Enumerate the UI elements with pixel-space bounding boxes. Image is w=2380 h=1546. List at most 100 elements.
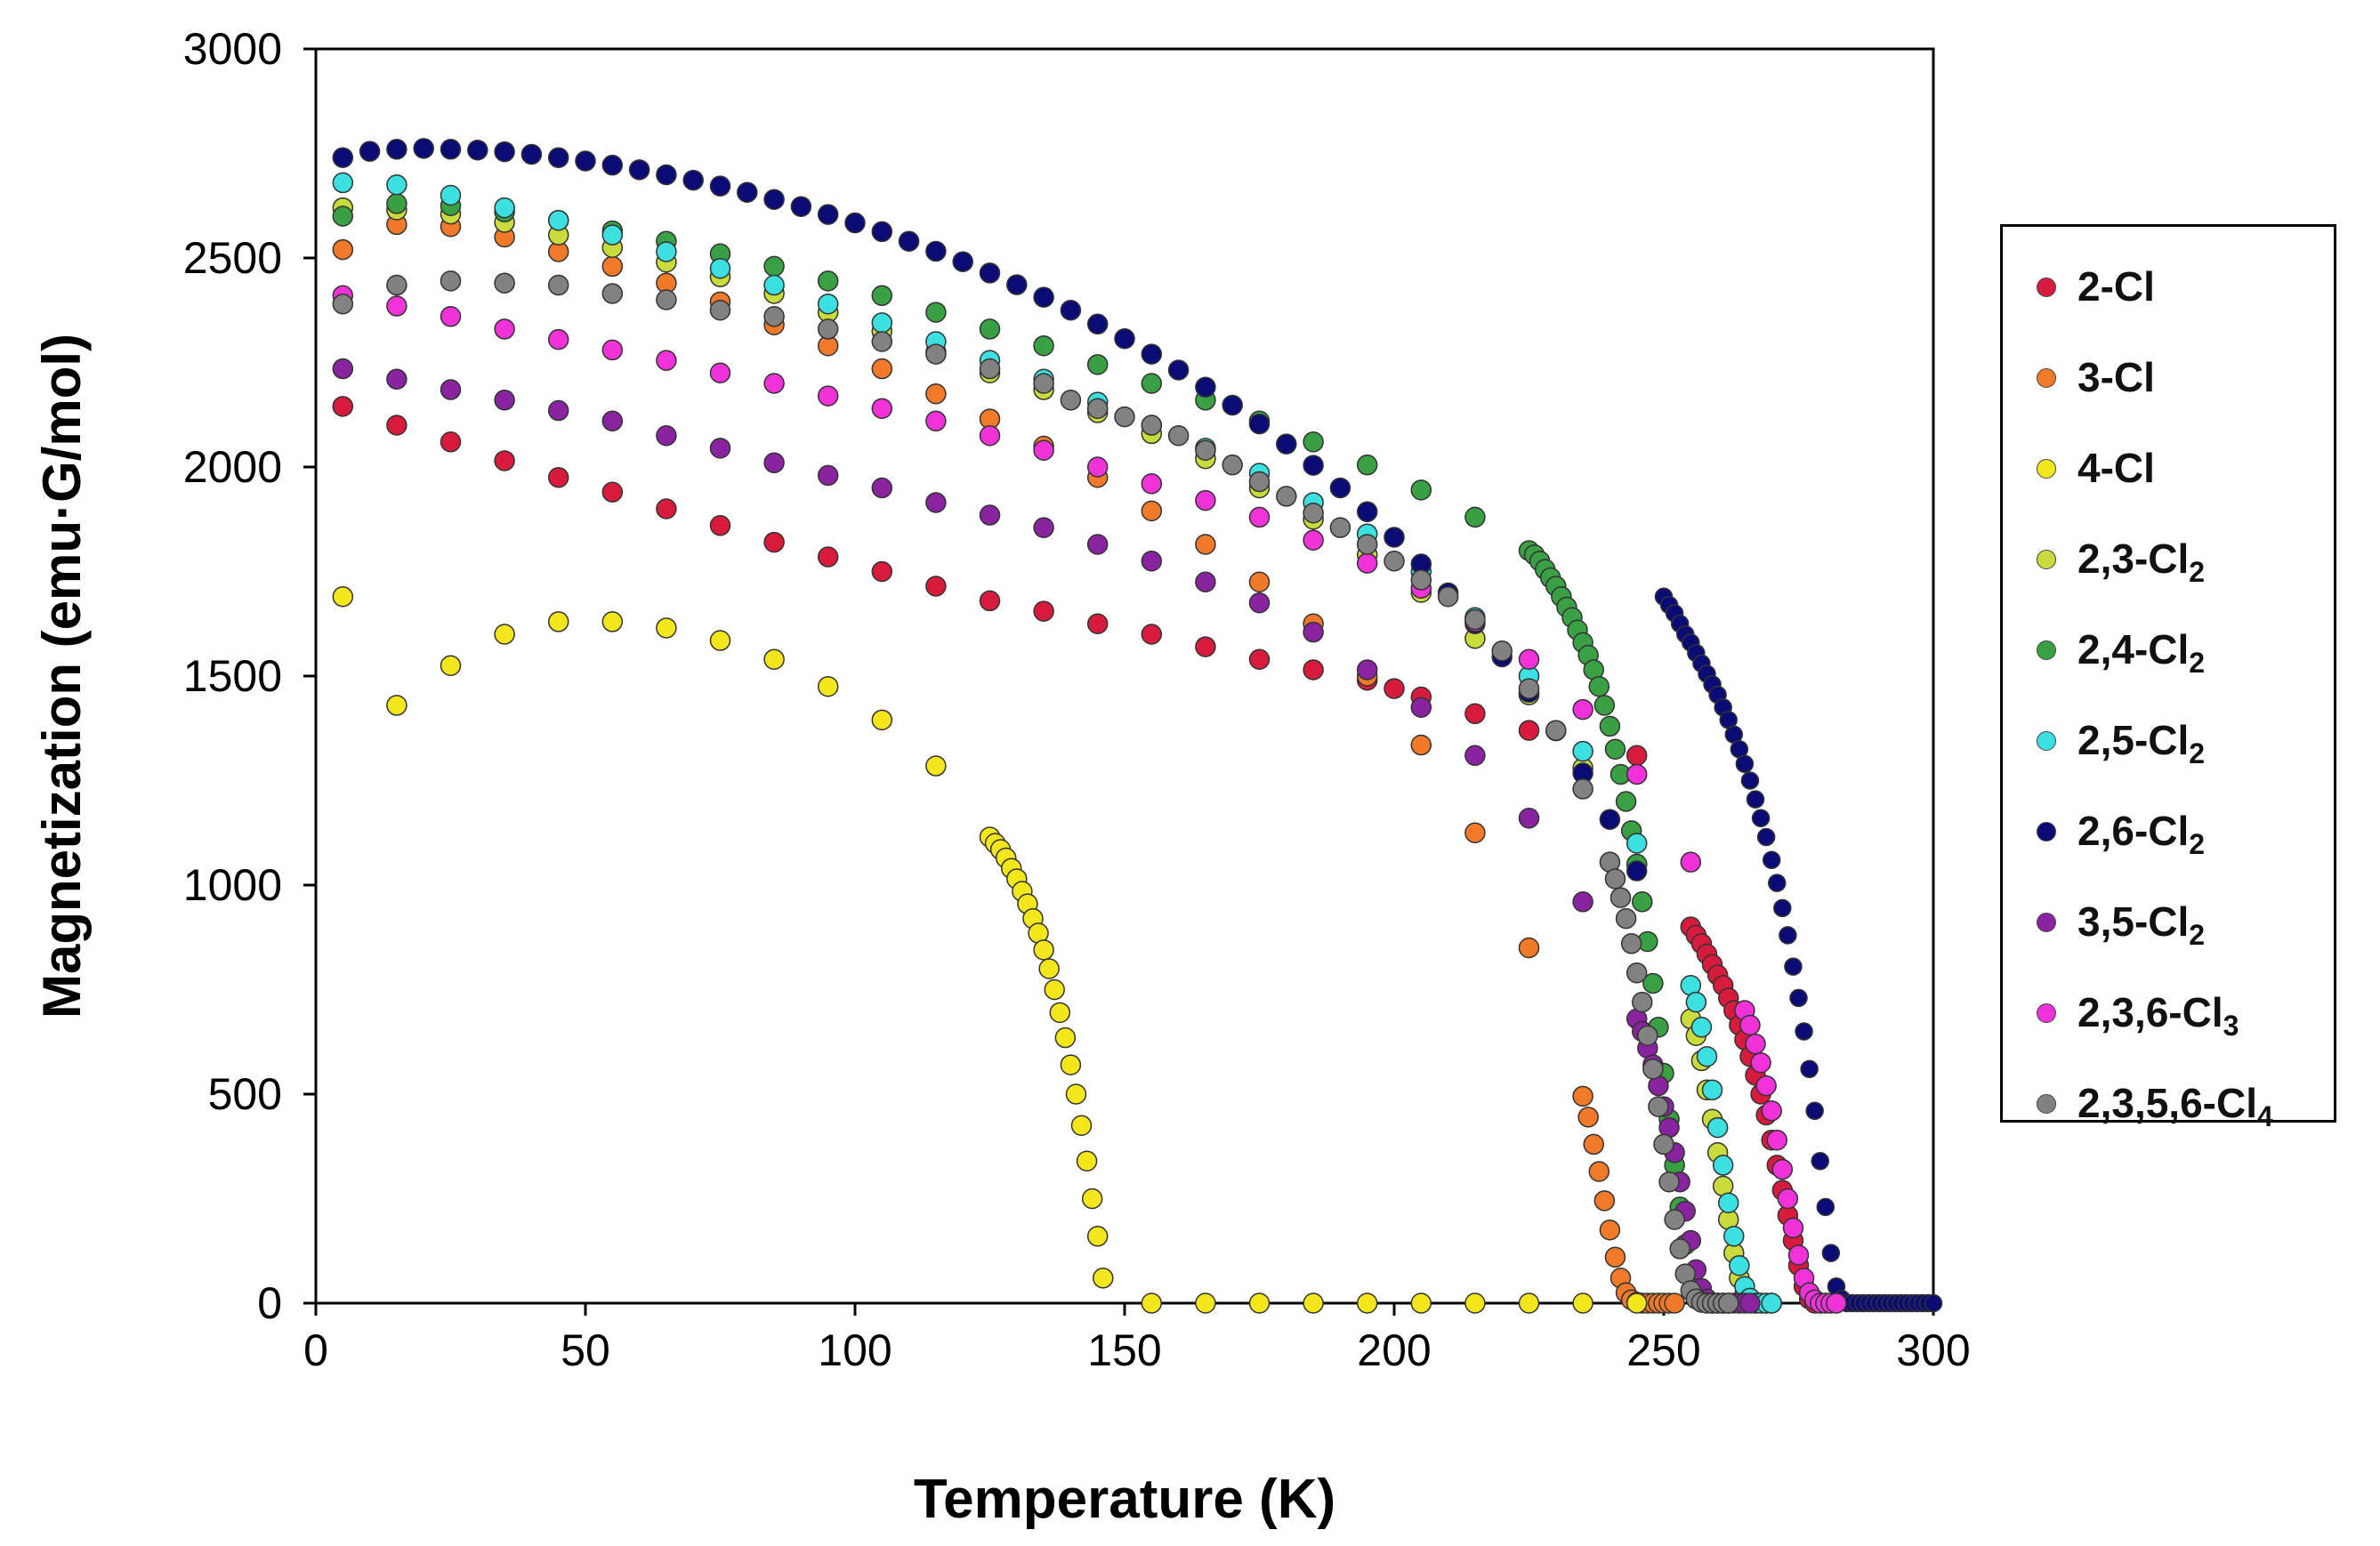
data-point [656,289,677,310]
data-point [1626,763,1648,785]
data-point [386,274,407,296]
data-point [656,241,677,262]
legend: 2-Cl 3-Cl 4-Cl 2,3-Cl2 2,4-Cl2 2,5-Cl2 2,6-Cl2… [2000,224,2336,1132]
data-point [1410,734,1432,756]
data-point [547,274,569,296]
legend-label-text: 2,6-Cl [2077,808,2190,854]
series-10 [332,270,1739,1314]
data-point [817,385,839,407]
data-point [1195,489,1216,511]
data-point [1784,957,1803,976]
data-point [1658,1171,1680,1193]
data-point [413,138,434,159]
data-point [763,255,785,278]
data-point [1464,1292,1486,1314]
legend-label-text: 2,3,6-Cl [2077,989,2223,1035]
data-point [1701,1079,1723,1101]
data-point [1060,1054,1082,1075]
data-point [1717,1292,1739,1314]
data-point [871,477,893,499]
data-point [1599,1220,1621,1241]
data-point [386,368,407,391]
data-point [1782,1217,1804,1239]
data-point [1464,608,1486,631]
legend-item: 2,4-Cl2 [2003,611,2334,702]
legend-label: 3-Cl [2077,353,2155,401]
data-point [763,452,785,474]
legend-label-subscript: 2 [2189,556,2206,589]
data-point [1588,1161,1610,1182]
data-point [1303,502,1324,524]
data-point [979,318,1001,340]
data-point [709,300,731,321]
data-point [1141,473,1163,495]
data-point [1114,327,1135,350]
data-point [1033,334,1054,357]
data-point [1464,506,1486,528]
data-point [601,611,624,632]
data-point [1141,415,1163,436]
data-point [1795,1022,1813,1041]
data-point [440,139,462,160]
legend-marker [2037,822,2056,841]
data-point [1195,1292,1216,1314]
data-point [1768,874,1787,892]
data-point [1076,1150,1098,1172]
data-point [1464,822,1486,843]
legend-label: 4-Cl [2077,444,2155,492]
series-7 [332,138,1943,1313]
legend-marker [2037,368,2056,388]
data-point [871,285,893,307]
data-point [709,515,731,536]
data-point [817,318,839,340]
data-point [709,630,731,651]
data-point [979,262,1001,284]
data-point [925,240,947,262]
data-point [763,274,785,296]
data-point [1712,1155,1734,1176]
x-tick-label: 0 [303,1325,328,1375]
data-point [1805,1101,1824,1121]
data-point [763,648,785,670]
data-point [1356,454,1378,476]
x-tick-label: 250 [1626,1325,1700,1375]
data-point [440,306,462,327]
data-point [628,159,650,181]
data-point [1717,1192,1739,1213]
data-point [979,425,1001,447]
data-point [709,438,731,459]
data-point [601,154,624,176]
data-point [1222,454,1243,476]
data-point [1572,740,1593,762]
data-point [1669,1238,1690,1260]
data-point [763,306,785,327]
data-point [1329,517,1351,538]
data-point [1604,1246,1626,1268]
legend-label-subscript: 2 [2189,647,2206,680]
data-point [1787,1244,1810,1266]
y-tick-label: 500 [208,1069,282,1119]
data-point [1141,1292,1163,1314]
data-point [871,560,893,583]
data-point [1632,891,1653,913]
data-point [656,425,677,447]
data-point [601,410,624,432]
data-point [1033,439,1054,461]
data-point [1060,300,1082,321]
data-point [1086,313,1109,335]
data-point [898,230,920,252]
data-point [1924,1293,1943,1313]
data-point [386,415,407,436]
data-point [1410,479,1432,501]
data-point [1086,1226,1109,1247]
data-point [1777,1188,1799,1210]
data-point [1086,456,1109,478]
data-point [1615,907,1637,930]
y-tick-label: 1500 [183,651,282,701]
data-point [1141,624,1163,645]
data-point [386,139,407,160]
data-point [1766,1129,1788,1151]
series-3 [332,585,1648,1314]
data-point [386,295,407,317]
data-point [1044,978,1065,1001]
